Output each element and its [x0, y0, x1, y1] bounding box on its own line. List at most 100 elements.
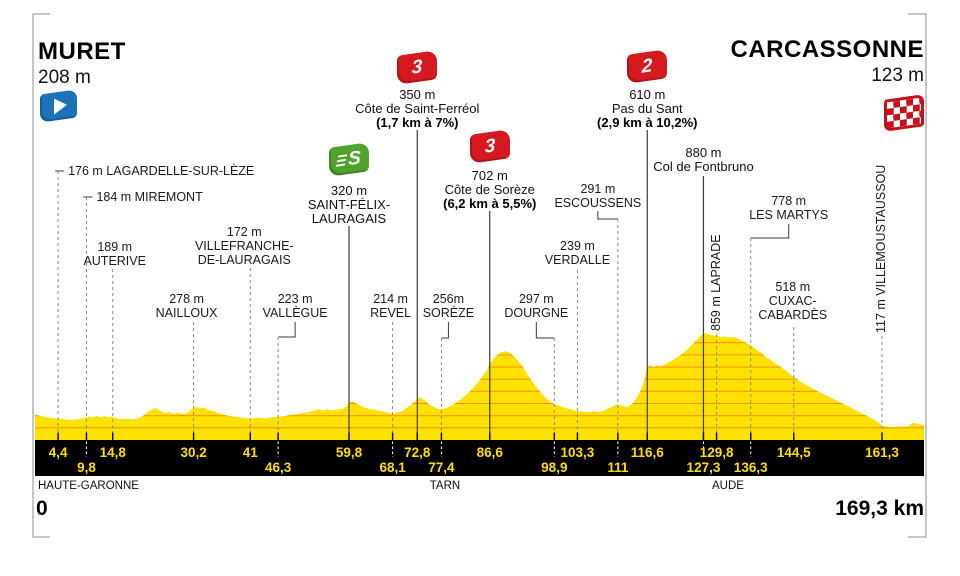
climb-label-line: 702 m	[471, 168, 508, 183]
waypoint-label: 518 m CUXAC- CABARDÈS	[693, 280, 893, 322]
play-triangle-icon	[53, 96, 67, 115]
total-distance-label: 169,3 km	[835, 497, 924, 520]
waypoint-label-line: VERDALLE	[544, 252, 611, 267]
waypoint-label-line: 291 m	[580, 182, 616, 196]
start-city-name: MURET	[38, 38, 126, 65]
km-tick-label: 9,8	[77, 459, 96, 475]
waypoint-label-line: SORÈZE	[422, 305, 475, 320]
climb-label: 610 m Pas du Sant (2,9 km à 10,2%)	[537, 87, 757, 131]
waypoint-elbow	[597, 211, 618, 220]
climb-label: 320 m SAINT-FÉLIX- LAURAGAIS	[239, 183, 459, 227]
waypoint-label-line: VILLEFRANCHE-	[194, 238, 294, 253]
climb-category-number: 3	[484, 135, 496, 158]
climb-label-line: LAURAGAIS	[311, 211, 387, 227]
climb-label-line: 320 m	[330, 183, 368, 198]
climb-label-line: 610 m	[629, 87, 666, 102]
km-tick-label: 72,8	[404, 445, 431, 460]
waypoint-label-line: DE-LAURAGAIS	[197, 252, 291, 267]
waypoint-label-line: 172 m	[226, 225, 262, 239]
climb-category-number: 2	[641, 55, 653, 78]
km-tick-label: 127,3	[686, 459, 721, 475]
climb-label-line: 350 m	[399, 87, 436, 102]
waypoint-label: 176 m LAGARDELLE-SUR-LÈZE	[68, 164, 255, 178]
department-label: HAUTE-GARONNE	[38, 480, 139, 492]
km-tick-label: 30,2	[180, 445, 207, 460]
km-tick-label: 46,3	[264, 459, 292, 475]
climb-category-number: 3	[411, 56, 423, 79]
climb-category-flag-icon: 3	[469, 129, 510, 164]
waypoint-label: 256m SORÈZE	[348, 292, 548, 321]
waypoint-label-line: VALLÈGUE	[262, 305, 328, 320]
waypoint-label: 297 m DOURGNE	[436, 292, 636, 321]
km-tick-label: 144,5	[776, 445, 811, 460]
waypoint-label: 278 m NAILLOUX	[87, 292, 287, 321]
km-tick-label: 129,8	[699, 445, 734, 460]
sprint-symbol: S	[348, 147, 361, 171]
waypoint-label: 778 m LES MARTYS	[689, 194, 889, 223]
km-bar	[35, 440, 924, 476]
climb-label-line: SAINT-FÉLIX-	[307, 197, 391, 213]
km-tick-label: 41	[242, 445, 258, 460]
climb-category-flag-icon: 3	[397, 50, 438, 85]
elevation-profile-area	[35, 333, 924, 440]
start-km-label: 0	[36, 497, 48, 520]
waypoint-label: 117 m VILLEMOUSTAUSSOU	[874, 164, 889, 333]
waypoint-elbow	[441, 322, 449, 339]
waypoint-label-line: AUTERIVE	[83, 253, 146, 268]
frame-bracket-right	[908, 13, 927, 538]
climb-label-line: Col de Fontbruno	[653, 159, 754, 175]
frame-bracket-left	[32, 13, 50, 538]
waypoint-label-line: 214 m	[373, 292, 408, 306]
finish-city-block: CARCASSONNE 123 m	[730, 36, 924, 87]
waypoint-label-line: 278 m	[169, 292, 204, 306]
waypoint-label-line: 239 m	[560, 239, 595, 253]
finish-city-elevation: 123 m	[871, 65, 924, 86]
climb-label-line: Pas du Sant	[611, 101, 683, 117]
waypoint-label-line: 189 m	[97, 240, 133, 254]
waypoint-label: 223 m VALLÈGUE	[195, 292, 395, 321]
waypoint-label: 239 m VERDALLE	[477, 239, 677, 268]
climb-label-line: (2,9 km à 10,2%)	[597, 115, 698, 131]
waypoint-label-line: CABARDÈS	[758, 307, 828, 322]
km-tick-label: 116,6	[630, 445, 664, 460]
climb-category-flag-icon: 2	[627, 49, 668, 84]
km-tick-label: 98,9	[541, 459, 568, 475]
km-tick-label: 68,1	[379, 459, 406, 475]
km-tick-label: 136,3	[733, 459, 768, 475]
start-city-block: MURET 208 m	[38, 38, 126, 89]
start-flag-icon	[40, 89, 77, 123]
km-tick-label: 161,3	[865, 445, 899, 460]
waypoint-label-line: ESCOUSSENS	[554, 195, 642, 210]
waypoint-label-line: 778 m	[771, 194, 807, 208]
climb-label: 702 m Côte de Sorèze (6,2 km à 5,5%)	[380, 168, 600, 212]
km-tick-label: 59,8	[335, 445, 363, 460]
waypoint-label: 859 m LAPRADE	[709, 234, 724, 331]
waypoint-label-line: 223 m	[277, 292, 313, 306]
waypoint-label: 172 m VILLEFRANCHE- DE-LAURAGAIS	[144, 225, 344, 267]
waypoint-label: 189 m AUTERIVE	[15, 240, 215, 269]
waypoint-elbow	[535, 322, 555, 339]
waypoint-label-line: LES MARTYS	[749, 207, 829, 222]
waypoint-label: 184 m MIREMONT	[96, 190, 203, 204]
finish-flag-icon	[884, 94, 924, 132]
waypoint-elbow	[278, 322, 296, 338]
climb-label-line: Côte de Saint-Ferréol	[355, 101, 480, 117]
climb-label-line: (1,7 km à 7%)	[376, 115, 459, 131]
climb-label-line: (6,2 km à 5,5%)	[443, 196, 537, 212]
km-tick-label: 86,6	[476, 445, 503, 460]
sprint-flag-icon: S	[329, 142, 369, 177]
climb-label-line: 880 m	[685, 145, 722, 160]
waypoint-label-line: NAILLOUX	[155, 305, 218, 320]
department-label: TARN	[429, 480, 461, 492]
km-tick-label: 77,4	[428, 459, 455, 475]
waypoint-label-line: 297 m	[518, 292, 554, 306]
waypoint-label: 214 m REVEL	[291, 292, 491, 321]
waypoint-label-line: DOURGNE	[504, 305, 569, 320]
waypoint-label-line: CUXAC-	[768, 293, 817, 308]
waypoint-label-line: 518 m	[775, 280, 811, 294]
climb-label-line: Côte de Sorèze	[444, 182, 535, 198]
climb-label: 350 m Côte de Saint-Ferréol (1,7 km à 7%)	[307, 87, 527, 131]
climb-label: 880 m Col de Fontbruno	[593, 145, 813, 175]
